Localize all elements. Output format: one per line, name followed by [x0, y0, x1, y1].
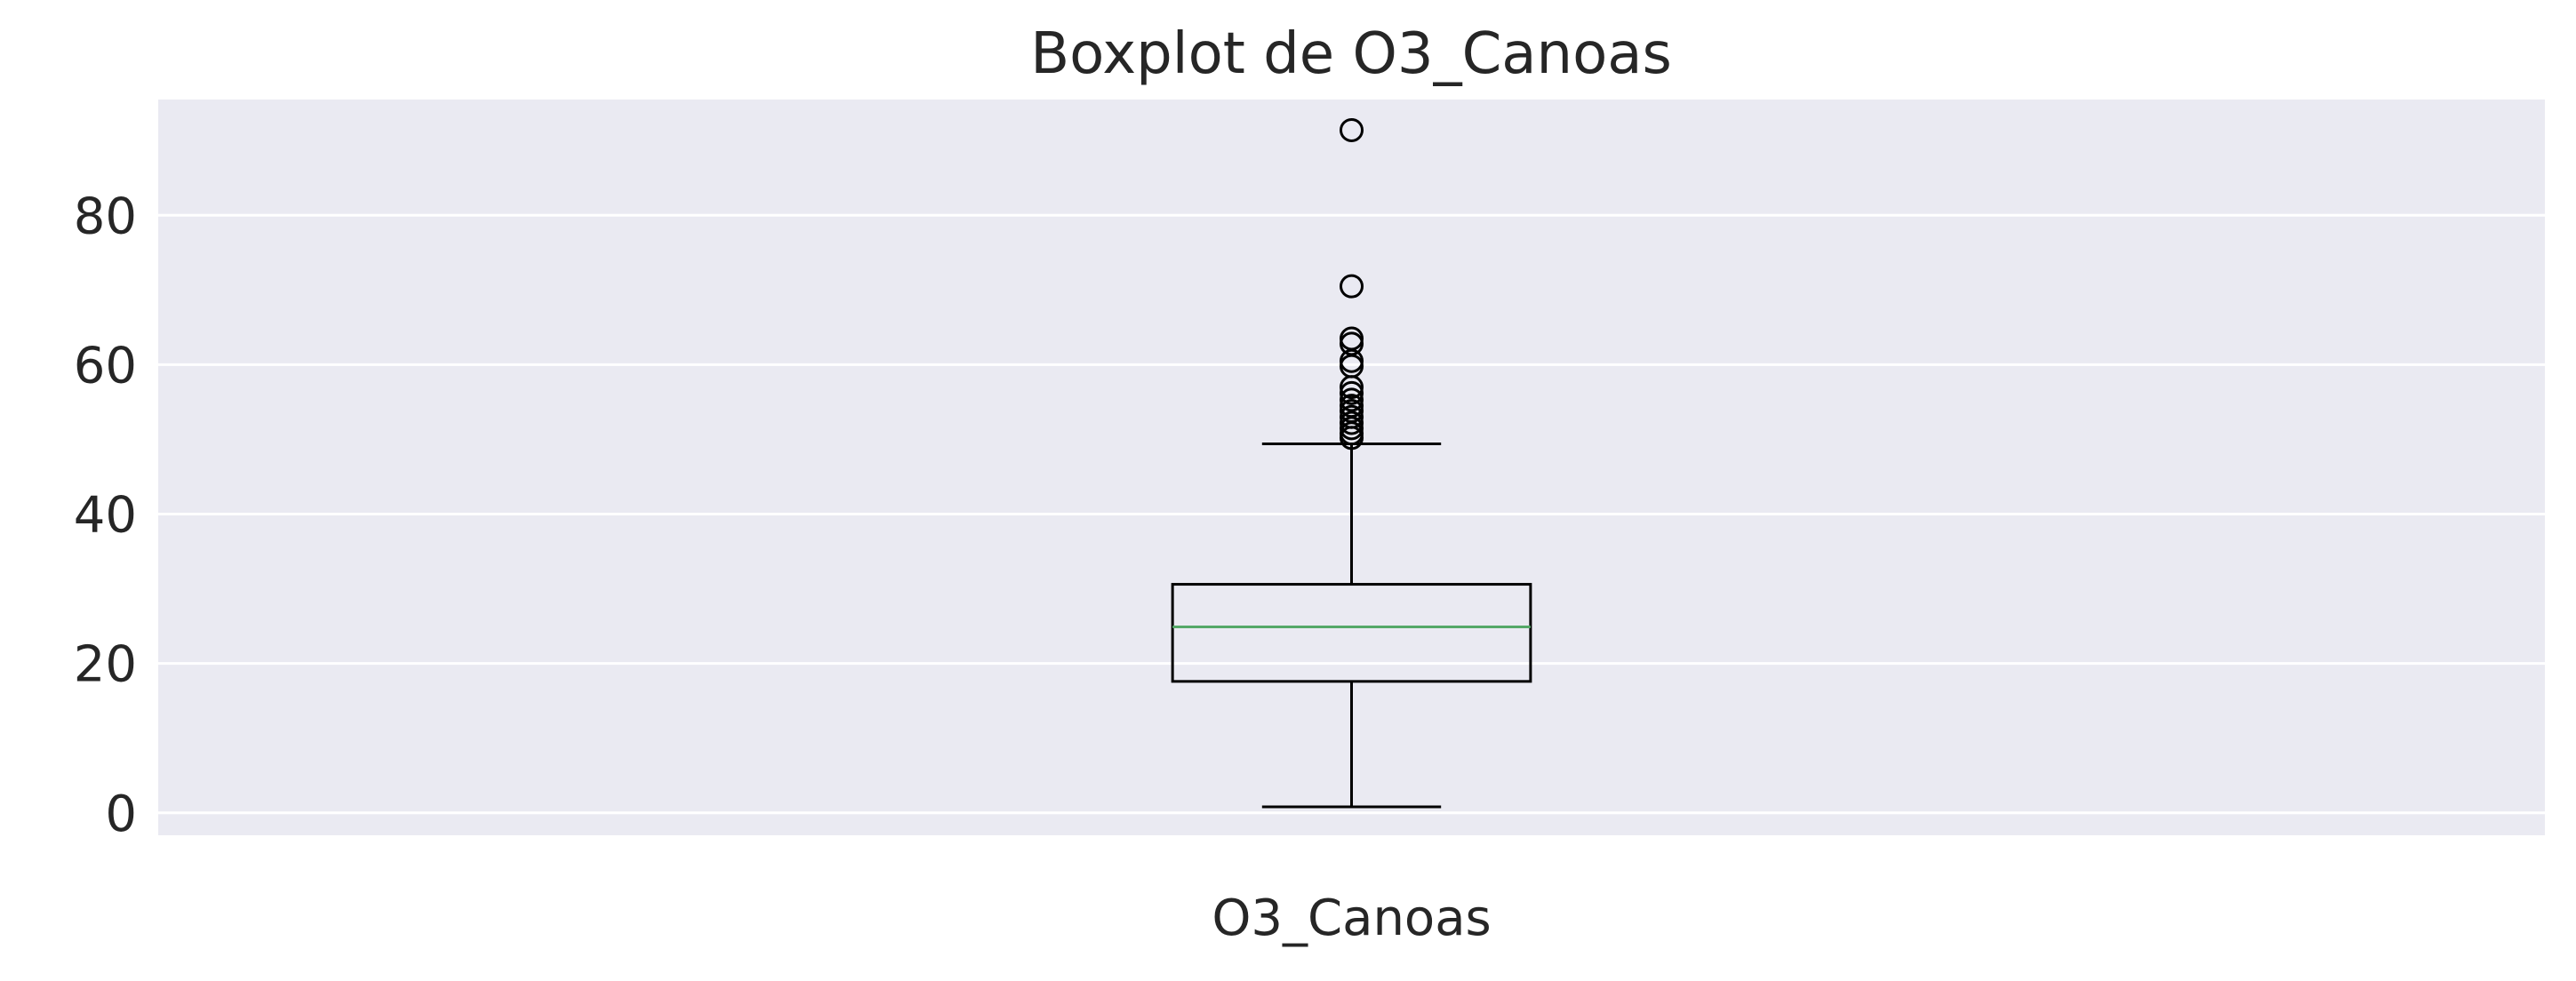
outlier-point — [1340, 274, 1364, 299]
chart-title: Boxplot de O3_Canoas — [1030, 21, 1672, 87]
outlier-point — [1340, 326, 1364, 351]
x-tick-label: O3_Canoas — [1212, 889, 1491, 947]
outlier-point — [1340, 394, 1364, 419]
y-tick-label: 20 — [74, 636, 137, 694]
outlier-point — [1340, 404, 1364, 429]
outlier-point — [1340, 411, 1364, 435]
x-axis-ticks: O3_Canoas — [1212, 889, 1491, 947]
y-tick-label: 60 — [74, 337, 137, 395]
iqr-box — [1171, 583, 1532, 683]
y-tick-label: 0 — [105, 786, 137, 843]
y-tick-label: 80 — [74, 187, 137, 245]
outlier-point — [1340, 380, 1364, 405]
outlier-point — [1340, 117, 1364, 142]
y-axis-ticks: 0 20 40 60 80 — [74, 187, 137, 842]
y-tick-label: 40 — [74, 487, 137, 545]
outlier-point — [1340, 387, 1364, 412]
boxes — [1171, 117, 1532, 809]
